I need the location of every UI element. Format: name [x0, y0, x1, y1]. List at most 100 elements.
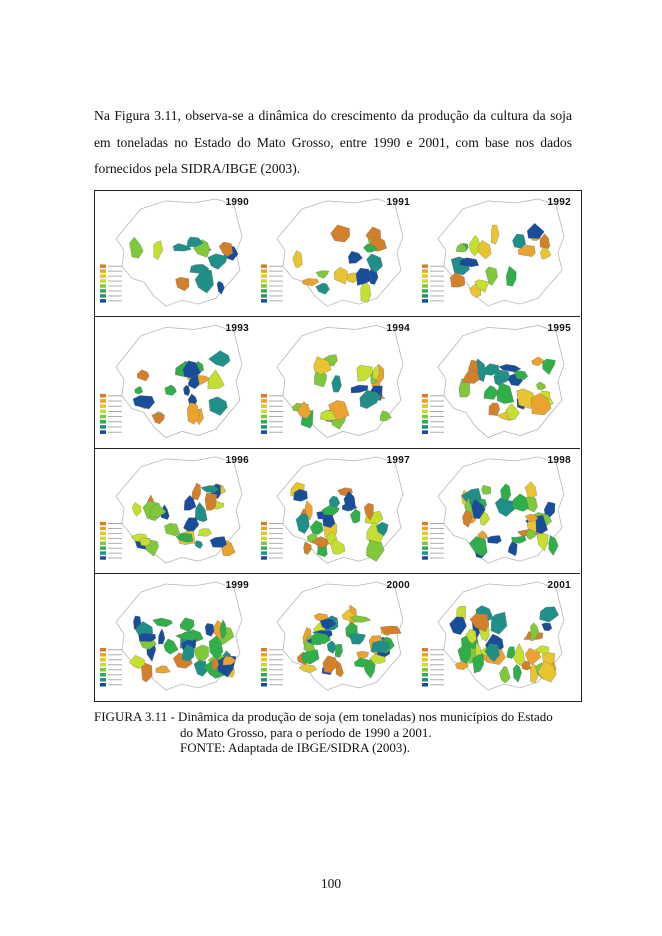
figure-caption: FIGURA 3.11 - Dinâmica da produção de so… — [94, 709, 574, 756]
municipality-region — [183, 384, 191, 397]
municipality-region — [129, 654, 145, 669]
legend-swatch — [261, 546, 267, 550]
legend-swatch — [100, 556, 106, 560]
legend-swatch — [261, 269, 267, 273]
legend-swatch — [100, 393, 106, 398]
map-panel: 2001 — [418, 574, 579, 700]
municipality-region — [349, 633, 366, 645]
municipality-region — [151, 412, 165, 425]
municipality-map — [100, 456, 243, 564]
legend-swatch — [422, 526, 428, 531]
municipality-region — [380, 410, 392, 422]
municipality-region — [315, 270, 330, 279]
municipality-region — [350, 384, 369, 394]
legend-swatch — [261, 419, 267, 424]
municipality-region — [186, 236, 204, 248]
municipality-region — [530, 622, 540, 641]
municipality-region — [488, 402, 500, 416]
legend-swatch — [261, 430, 267, 434]
municipality-region — [134, 386, 143, 395]
legend-swatch — [422, 673, 428, 677]
municipality-region — [343, 490, 356, 511]
municipality-region — [462, 510, 473, 528]
municipality-region — [457, 644, 471, 664]
map-panel: 1999 — [96, 574, 257, 700]
map-panel: 2000 — [257, 574, 418, 700]
municipality-region — [129, 236, 144, 259]
municipality-region — [163, 638, 179, 655]
municipality-region — [527, 223, 545, 239]
municipality-region — [309, 520, 324, 535]
map-legend — [261, 393, 283, 434]
legend-swatch — [422, 419, 428, 424]
legend-swatch — [261, 399, 267, 403]
municipality-map — [422, 324, 565, 439]
map-legend — [422, 521, 444, 560]
map-legend — [261, 264, 283, 303]
municipality-region — [179, 617, 195, 632]
municipality-region — [322, 655, 339, 674]
municipality-region — [541, 622, 553, 631]
legend-swatch — [261, 556, 267, 560]
municipality-region — [301, 649, 320, 665]
legend-swatch — [100, 430, 106, 434]
municipality-region — [366, 253, 383, 273]
municipality-region — [490, 611, 508, 635]
municipality-region — [450, 272, 465, 288]
municipality-region — [506, 265, 517, 287]
municipality-region — [149, 503, 167, 518]
municipality-region — [330, 224, 350, 243]
legend-swatch — [100, 551, 106, 555]
legend-swatch — [100, 658, 106, 662]
map-year-label: 1998 — [547, 455, 571, 466]
map-year-label: 1995 — [547, 323, 571, 334]
municipality-region — [481, 484, 491, 495]
municipality-region — [216, 280, 225, 295]
municipality-map — [422, 198, 565, 307]
legend-swatch — [100, 521, 106, 526]
figure-row-3: 1996 1997 1998 — [95, 449, 580, 574]
legend-swatch — [261, 289, 267, 293]
legend-swatch — [261, 299, 267, 303]
municipality-region — [536, 381, 546, 391]
municipality-region — [200, 485, 219, 494]
legend-swatch — [422, 264, 428, 268]
legend-swatch — [261, 264, 267, 268]
municipality-region — [542, 358, 556, 375]
municipality-region — [319, 618, 337, 630]
municipality-region — [455, 243, 467, 253]
municipality-region — [360, 279, 372, 303]
municipality-region — [152, 617, 173, 627]
legend-swatch — [422, 551, 428, 555]
legend-swatch — [422, 663, 428, 667]
map-year-label: 1990 — [225, 197, 249, 208]
municipality-region — [137, 369, 150, 382]
municipality-region — [531, 393, 552, 416]
municipality-region — [198, 528, 212, 537]
municipality-region — [320, 409, 337, 421]
legend-swatch — [422, 274, 428, 278]
municipality-region — [477, 240, 492, 260]
municipality-region — [155, 665, 171, 674]
municipality-region — [356, 650, 369, 659]
municipality-region — [524, 481, 538, 498]
municipality-region — [164, 384, 177, 396]
municipality-map — [100, 324, 243, 439]
municipality-region — [313, 356, 332, 375]
municipality-region — [499, 666, 511, 684]
municipality-region — [321, 505, 340, 516]
municipality-region — [349, 615, 372, 623]
municipality-region — [461, 369, 480, 384]
figure-row-4: 1999 2000 2001 — [95, 574, 580, 700]
municipality-region — [484, 643, 500, 663]
legend-swatch — [261, 425, 267, 429]
municipality-region — [474, 279, 490, 293]
legend-swatch — [100, 531, 106, 536]
legend-swatch — [100, 648, 106, 652]
map-legend — [422, 648, 444, 687]
municipality-region — [181, 643, 195, 662]
municipality-region — [524, 513, 539, 523]
map-panel: 1991 — [257, 191, 418, 316]
municipality-region — [511, 535, 527, 544]
municipality-region — [211, 657, 219, 671]
